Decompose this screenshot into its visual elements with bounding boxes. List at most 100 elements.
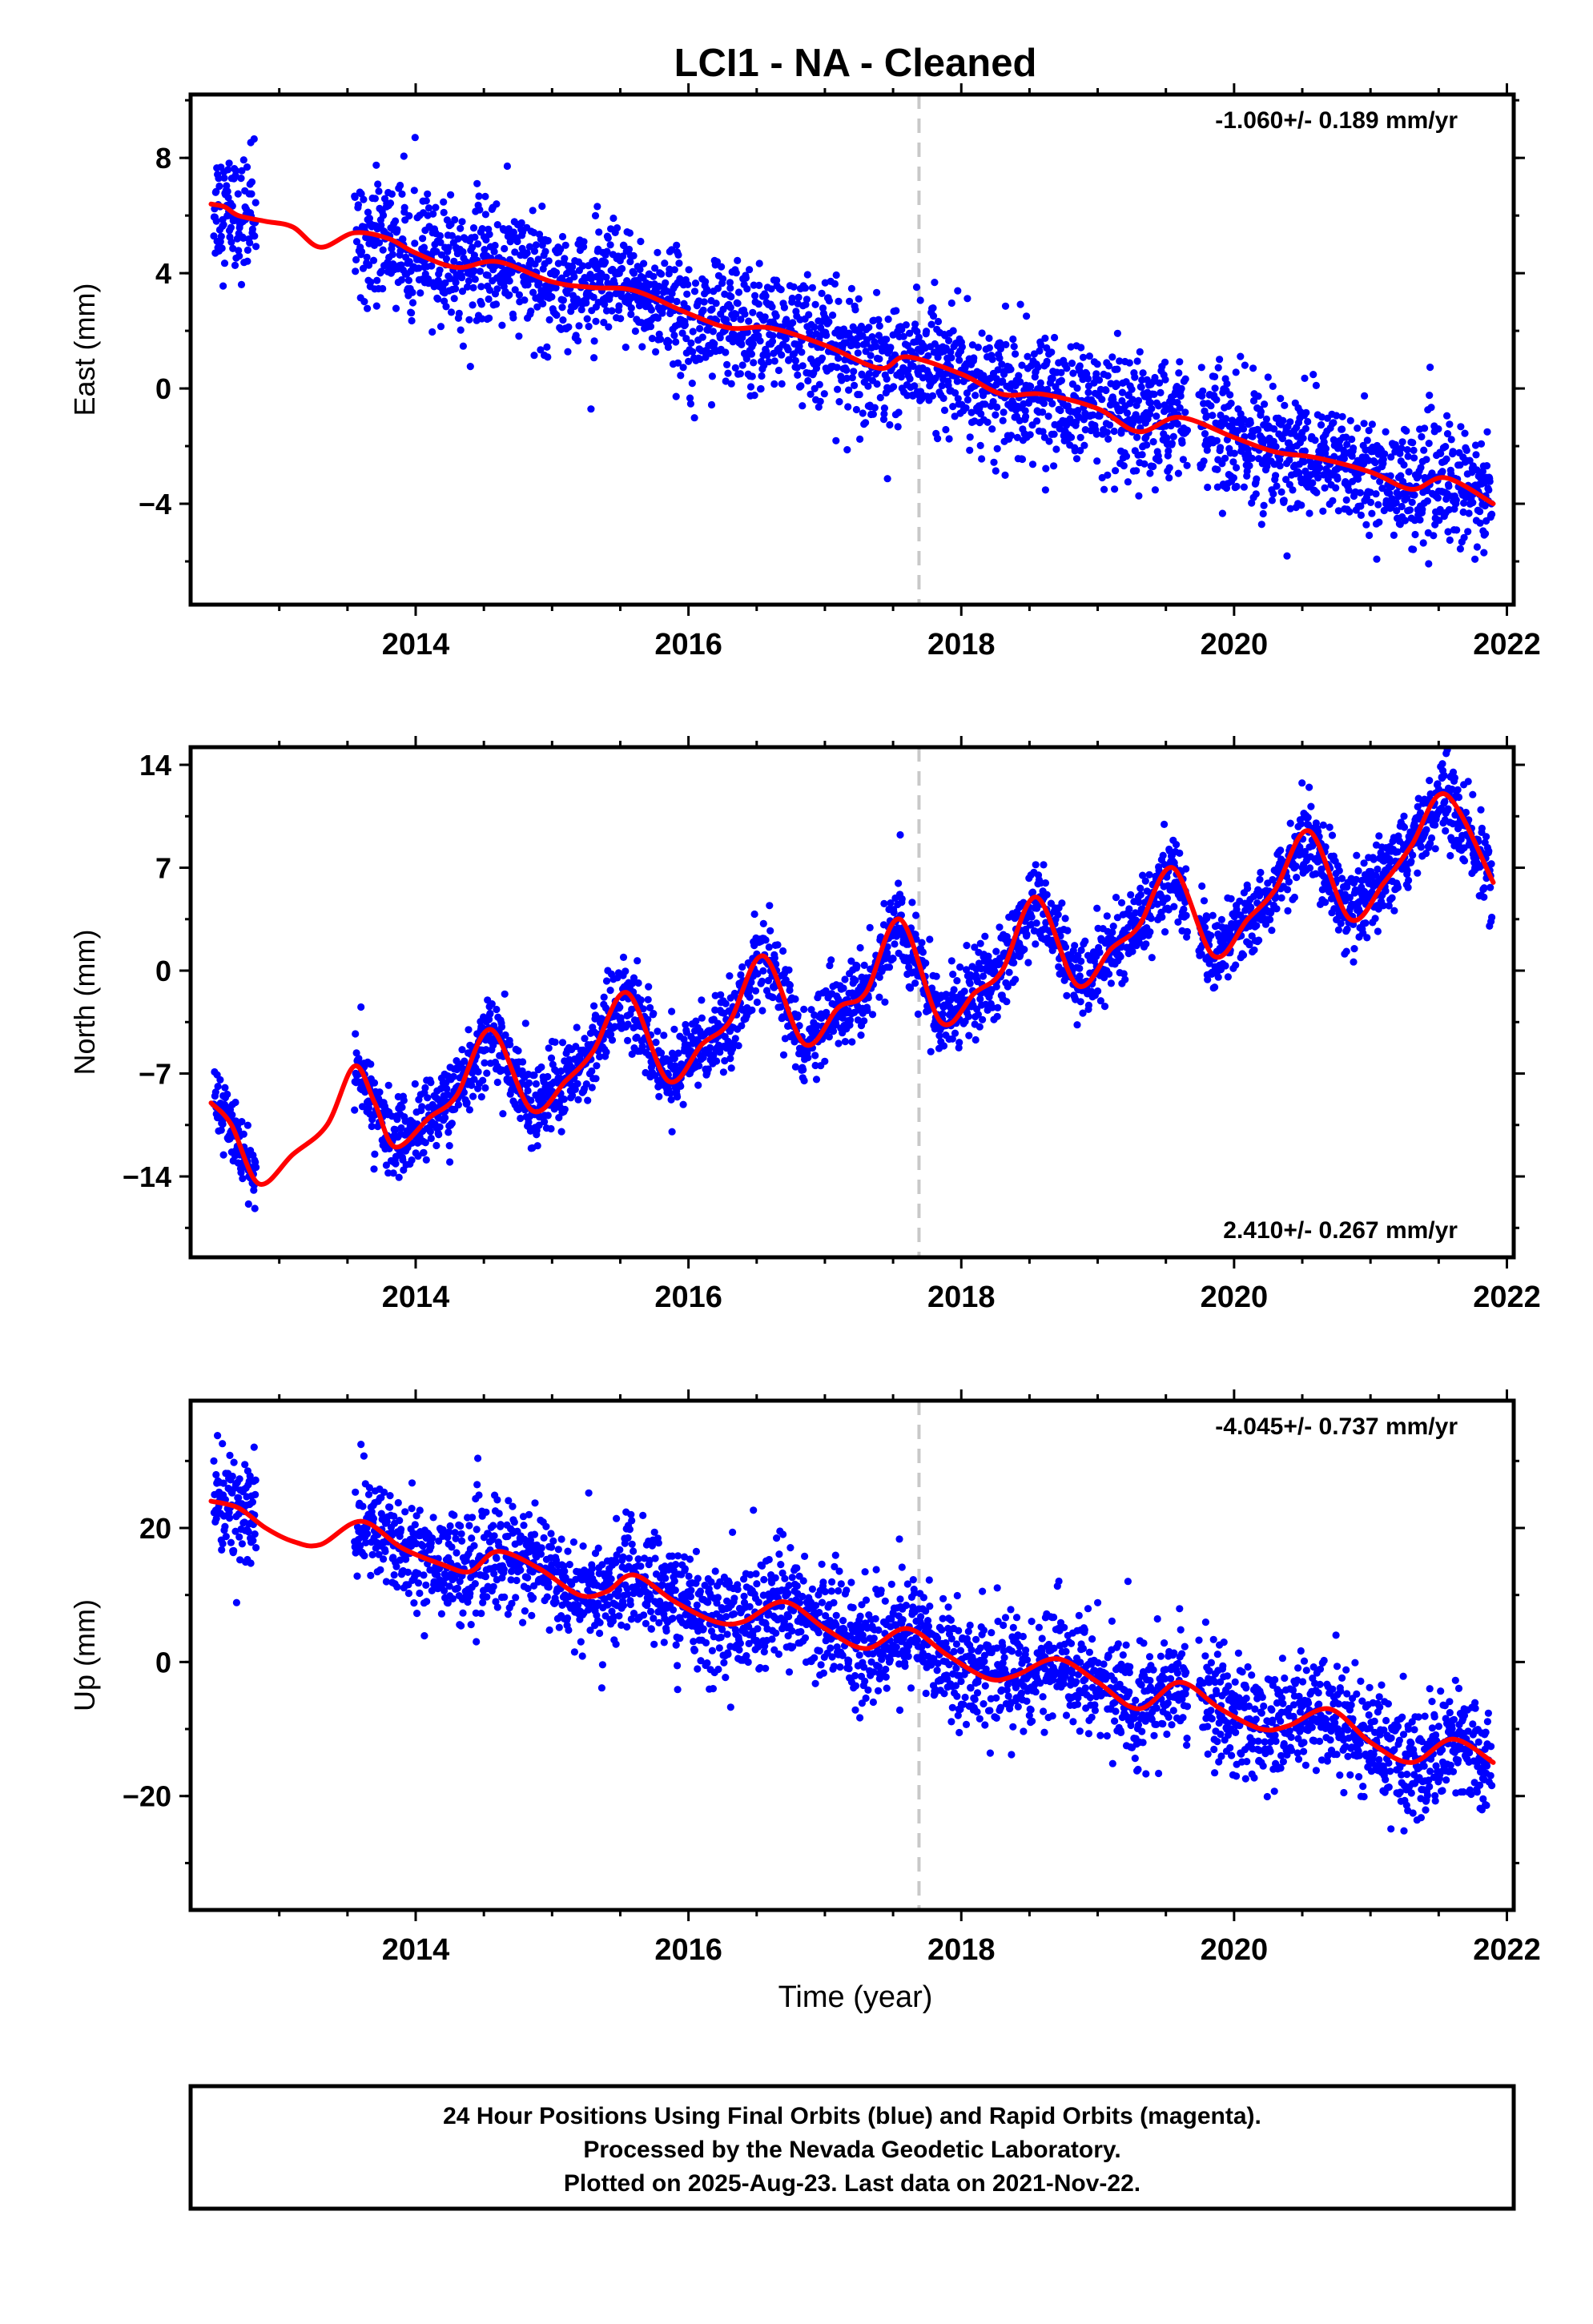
east-data-point <box>714 284 722 292</box>
east-data-point <box>1018 455 1027 464</box>
north-data-point <box>1200 897 1209 905</box>
east-data-point <box>945 336 953 344</box>
north-data-point <box>829 1027 838 1035</box>
east-data-point <box>580 238 588 246</box>
east-data-point <box>411 239 419 247</box>
east-data-point <box>1132 411 1140 419</box>
east-data-point <box>763 352 771 360</box>
east-data-point <box>574 336 582 345</box>
east-data-point <box>481 246 489 254</box>
east-data-point <box>892 307 900 315</box>
east-data-point <box>212 217 220 225</box>
north-data-point <box>826 962 834 970</box>
east-data-point <box>938 382 946 390</box>
east-data-point <box>684 280 692 288</box>
north-data-point <box>988 1003 996 1011</box>
east-data-point <box>1279 416 1287 424</box>
east-data-point <box>1483 428 1491 436</box>
east-data-point <box>1233 482 1241 491</box>
east-data-point <box>825 297 833 305</box>
east-data-point <box>545 257 553 265</box>
east-data-point <box>1095 376 1104 384</box>
east-data-point <box>1112 467 1120 475</box>
x-tick-label: 2018 <box>927 628 996 661</box>
east-data-point <box>1304 417 1312 426</box>
east-data-point <box>515 332 523 340</box>
east-data-point <box>1200 457 1208 465</box>
east-data-point <box>600 319 608 327</box>
east-data-point <box>352 255 360 263</box>
east-data-point <box>1093 457 1101 465</box>
east-data-point <box>469 243 477 251</box>
east-data-point <box>218 244 226 252</box>
north-data-point <box>896 830 904 839</box>
north-data-point <box>786 981 794 989</box>
north-data-point <box>717 991 725 999</box>
north-data-point <box>619 953 628 961</box>
north-data-point <box>692 1017 700 1025</box>
east-data-point <box>1248 454 1256 462</box>
north-data-point <box>392 1160 400 1168</box>
north-data-point <box>616 1003 624 1011</box>
east-data-point <box>843 374 851 382</box>
north-data-point <box>960 987 968 995</box>
north-data-point <box>652 1039 660 1047</box>
east-data-point <box>1024 352 1032 360</box>
north-data-point <box>382 1161 390 1169</box>
east-data-point <box>746 266 754 274</box>
north-data-point <box>860 961 868 969</box>
east-data-point <box>1085 352 1093 360</box>
east-data-point <box>436 239 445 247</box>
east-data-point <box>638 319 646 327</box>
east-data-point <box>452 285 460 293</box>
east-data-point <box>862 348 870 356</box>
east-data-point <box>1301 374 1309 382</box>
north-data-point <box>384 1081 392 1089</box>
north-data-point <box>856 943 864 952</box>
north-data-point <box>506 1040 514 1048</box>
east-data-point <box>630 251 638 259</box>
north-data-point <box>468 1081 476 1089</box>
north-data-point <box>1145 870 1153 879</box>
east-data-point <box>1203 412 1211 420</box>
east-data-point <box>850 368 858 376</box>
north-data-point <box>885 963 894 971</box>
north-data-point <box>727 1064 735 1072</box>
east-data-point <box>363 253 371 261</box>
east-data-point <box>591 256 599 264</box>
north-data-point <box>600 993 608 1001</box>
east-data-point <box>210 232 218 240</box>
north-data-point <box>857 1031 865 1039</box>
east-data-point <box>1143 441 1151 449</box>
north-data-point <box>1028 913 1036 921</box>
east-data-point <box>405 211 413 220</box>
north-data-point <box>1121 975 1129 983</box>
north-data-point <box>1094 987 1102 995</box>
north-data-point <box>1074 951 1082 959</box>
east-data-point <box>1118 388 1126 396</box>
east-data-point <box>745 317 753 325</box>
east-data-point <box>1069 369 1077 377</box>
north-data-point <box>864 994 872 1002</box>
north-data-point <box>630 974 638 982</box>
east-data-point <box>947 348 955 356</box>
east-data-point <box>1342 433 1350 441</box>
north-data-point <box>747 979 755 987</box>
north-data-point <box>746 993 754 1001</box>
east-data-point <box>691 279 700 287</box>
east-data-point <box>686 394 694 402</box>
north-data-point <box>791 1063 800 1071</box>
north-data-point <box>779 1051 788 1059</box>
east-data-point <box>605 323 613 331</box>
east-data-point <box>679 364 687 372</box>
north-data-point <box>854 1016 862 1024</box>
east-data-point <box>1161 358 1169 366</box>
east-data-point <box>859 409 867 417</box>
north-data-point <box>596 1052 604 1061</box>
east-data-point <box>1104 471 1112 479</box>
east-data-point <box>736 370 745 378</box>
east-data-point <box>445 243 453 251</box>
north-data-point <box>686 1047 695 1055</box>
east-data-point <box>1155 402 1163 410</box>
east-data-point <box>825 318 833 326</box>
